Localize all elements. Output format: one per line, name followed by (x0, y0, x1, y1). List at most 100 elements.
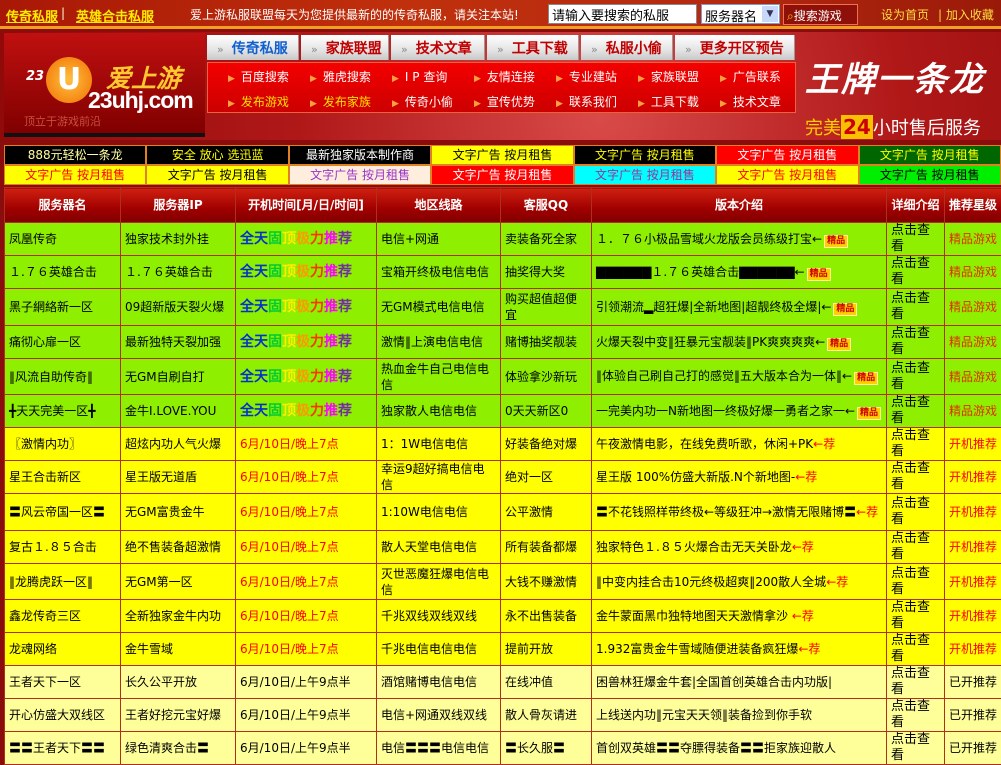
version-intro[interactable]: ‖体验自己刷自己打的感觉‖五大版本合为一体‖←精品 (592, 359, 887, 395)
text-ad[interactable]: 文字广告 按月租售 (859, 145, 1001, 165)
quick-link[interactable]: ▶广告联系 (720, 68, 781, 85)
quick-link[interactable]: ▶百度搜索 (228, 68, 289, 85)
nav-tab[interactable]: »技术文章 (391, 35, 485, 60)
server-name[interactable]: ‖龙腾虎跃一区‖ (5, 564, 121, 600)
link-legend-private-server[interactable]: 传奇私服 (6, 6, 58, 25)
detail-link[interactable]: 点击查看 (887, 256, 945, 289)
nav-tab[interactable]: »家族联盟 (301, 35, 389, 60)
server-name[interactable]: 〓风云帝国一区〓 (5, 494, 121, 531)
detail-link[interactable]: 点击查看 (887, 428, 945, 461)
server-name[interactable]: 〓〓王者天下〓〓 (5, 732, 121, 765)
bookmark-link[interactable]: | 加入收藏 (938, 6, 994, 23)
link-hero-combo-server[interactable]: 英雄合击私服 (76, 6, 154, 25)
text-ad[interactable]: 文字广告 按月租售 (574, 145, 716, 165)
server-name[interactable]: 龙魂网络 (5, 633, 121, 666)
text-ad[interactable]: 文字广告 按月租售 (431, 145, 573, 165)
server-name[interactable]: ‖风流自助传奇‖ (5, 359, 121, 395)
version-intro[interactable]: 独家特色１.８５火爆合击无天关卧龙←荐 (592, 531, 887, 564)
table-row[interactable]: ‖风流自助传奇‖无GM自刷自打全天固顶极力推荐热血金牛自己电信电信体验拿沙新玩‖… (5, 359, 1001, 395)
text-ad[interactable]: 文字广告 按月租售 (146, 165, 288, 185)
quick-link[interactable]: ▶技术文章 (720, 93, 781, 110)
detail-link[interactable]: 点击查看 (887, 289, 945, 326)
detail-link[interactable]: 点击查看 (887, 564, 945, 600)
detail-link[interactable]: 点击查看 (887, 494, 945, 531)
text-ad[interactable]: 安全 放心 选迅蓝 (146, 145, 288, 165)
search-button[interactable]: ⌕搜索游戏 (783, 4, 858, 25)
version-intro[interactable]: ▇▇▇▇▇▇１.７６英雄合击▇▇▇▇▇▇←精品 (592, 256, 887, 289)
server-name[interactable]: 王者天下一区 (5, 666, 121, 699)
version-intro[interactable]: 上线送内功‖元宝天天领‖装备捡到你手软 (592, 699, 887, 732)
text-ad[interactable]: 888元轻松一条龙 (4, 145, 146, 165)
server-name[interactable]: １.７６英雄合击 (5, 256, 121, 289)
server-name[interactable]: 痛彻心扉一区 (5, 326, 121, 359)
detail-link[interactable]: 点击查看 (887, 699, 945, 732)
quick-link[interactable]: ▶联系我们 (556, 93, 617, 110)
version-intro[interactable]: 〓不花钱照样带终极←等级狂冲→激情无限赌博〓←荐 (592, 494, 887, 531)
text-ad[interactable]: 文字广告 按月租售 (289, 165, 431, 185)
detail-link[interactable]: 点击查看 (887, 633, 945, 666)
quick-link[interactable]: ▶传奇小偷 (392, 93, 453, 110)
set-homepage-link[interactable]: 设为首页 (881, 6, 929, 23)
detail-link[interactable]: 点击查看 (887, 359, 945, 395)
server-name[interactable]: 黑子網絡新一区 (5, 289, 121, 326)
quick-link[interactable]: ▶雅虎搜索 (310, 68, 371, 85)
nav-tab[interactable]: »私服小偷 (581, 35, 673, 60)
version-intro[interactable]: 金牛蒙面黑巾独特地图天天激情拿沙 ←荐 (592, 600, 887, 633)
quick-link[interactable]: ▶发布游戏 (228, 93, 289, 110)
quick-link[interactable]: ▶专业建站 (556, 68, 617, 85)
server-name[interactable]: 星王合击新区 (5, 461, 121, 494)
detail-link[interactable]: 点击查看 (887, 461, 945, 494)
site-logo[interactable]: 23 U 爱上游 23uhj.com 顶立于游戏前沿 (4, 33, 205, 137)
nav-tab[interactable]: »传奇私服 (207, 35, 299, 60)
server-name[interactable]: ╋天天完美一区╋ (5, 395, 121, 428)
version-intro[interactable]: 星王版 100%仿盛大新版.N个新地图-←荐 (592, 461, 887, 494)
version-intro[interactable]: 火爆天裂中变‖狂暴元宝靓装‖PK爽爽爽爽←精品 (592, 326, 887, 359)
server-name[interactable]: 凤凰传奇 (5, 223, 121, 256)
server-name[interactable]: 鑫龙传奇三区 (5, 600, 121, 633)
version-intro[interactable]: 引领潮流▂超狂爆|全新地图|超靓终极全爆|←精品 (592, 289, 887, 326)
text-ad[interactable]: 文字广告 按月租售 (859, 165, 1001, 185)
version-intro[interactable]: 困兽林狂爆金牛套|全国首创英雄合击内功版| (592, 666, 887, 699)
version-intro[interactable]: １．７６小极品雪域火龙版会员练级打宝←精品 (592, 223, 887, 256)
text-ad[interactable]: 文字广告 按月租售 (716, 165, 858, 185)
text-ad[interactable]: 文字广告 按月租售 (4, 165, 146, 185)
server-name[interactable]: 复古１.８５合击 (5, 531, 121, 564)
table-row[interactable]: 痛彻心扉一区最新独特天裂加强全天固顶极力推荐激情‖上演电信电信赌博抽奖靓装火爆天… (5, 326, 1001, 359)
version-intro[interactable]: 午夜激情电影，在线免费听歌，休闲+PK←荐 (592, 428, 887, 461)
search-input[interactable] (548, 4, 697, 24)
version-intro[interactable]: 首创双英雄〓〓夺膘得装备〓〓拒家族迎散人 (592, 732, 887, 765)
detail-link[interactable]: 点击查看 (887, 666, 945, 699)
text-ad[interactable]: 文字广告 按月租售 (716, 145, 858, 165)
detail-link[interactable]: 点击查看 (887, 223, 945, 256)
quick-link[interactable]: ▶家族联盟 (638, 68, 699, 85)
quick-link[interactable]: ▶发布家族 (310, 93, 371, 110)
text-ad[interactable]: 文字广告 按月租售 (431, 165, 573, 185)
quick-link[interactable]: ▶宣传优势 (474, 93, 535, 110)
detail-link[interactable]: 点击查看 (887, 531, 945, 564)
search-type-select[interactable]: 服务器名▼ (701, 4, 780, 24)
detail-link[interactable]: 点击查看 (887, 600, 945, 633)
nav-tab[interactable]: »更多开区预告 (675, 35, 795, 60)
text-ad[interactable]: 最新独家版本制作商 (289, 145, 431, 165)
version-intro[interactable]: 一完美内功一N新地图一终极好爆一勇者之家一←精品 (592, 395, 887, 428)
detail-link[interactable]: 点击查看 (887, 395, 945, 428)
server-name[interactable]: 开心仿盛大双线区 (5, 699, 121, 732)
version-intro[interactable]: 1.932富贵金牛雪域随便进装备疯狂爆←荐 (592, 633, 887, 666)
version-intro[interactable]: ‖中变内挂合击10元终极超爽‖200散人全城←荐 (592, 564, 887, 600)
quick-link[interactable]: ▶友情连接 (474, 68, 535, 85)
text-ad[interactable]: 文字广告 按月租售 (574, 165, 716, 185)
detail-link[interactable]: 点击查看 (887, 732, 945, 765)
quick-link[interactable]: ▶I P 查询 (392, 68, 447, 85)
